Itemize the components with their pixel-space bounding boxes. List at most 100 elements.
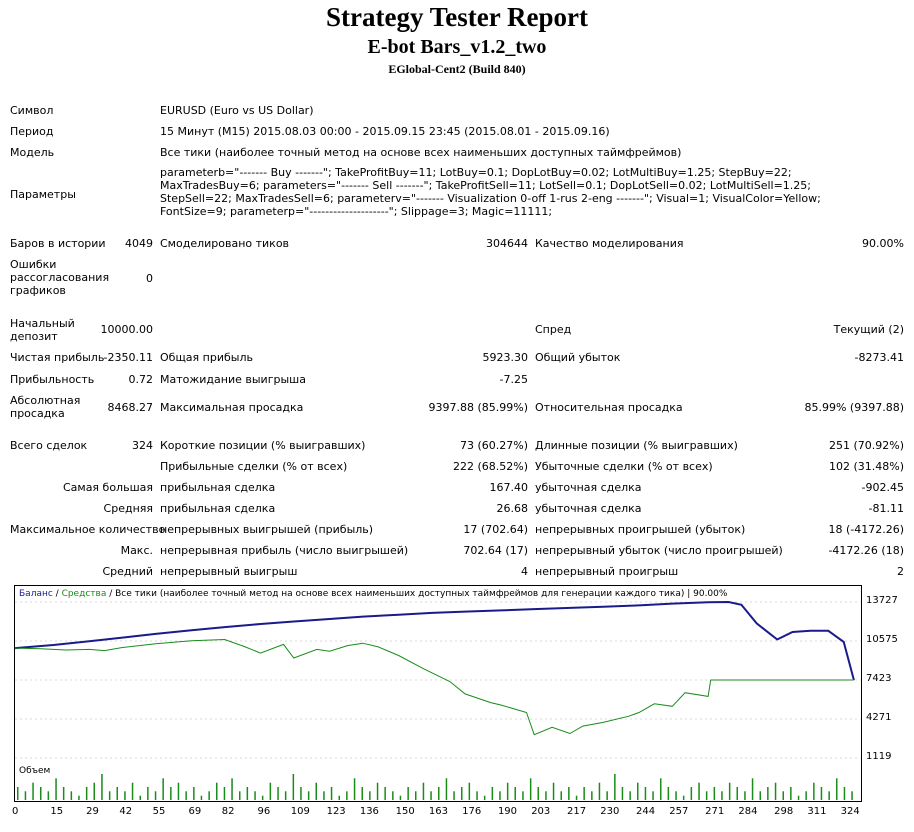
volume-bar [131,782,134,800]
volume-bar [476,791,478,800]
volume-bar [736,787,738,800]
max-consecutive-label: Максимальное количество [10,523,166,536]
ticks-label: Смоделировано тиков [160,237,290,250]
volume-bar [147,787,149,800]
volume-bar [32,782,34,800]
largest-loss-label: убыточная сделка [535,481,642,494]
volume-bar [315,782,317,800]
symbol-value: EURUSD (Euro vs US Dollar) [160,104,314,117]
profit-trades-value: 222 (68.52%) [452,460,528,473]
period-label: Период [10,125,54,138]
volume-bar [797,795,800,800]
symbol-label: Символ [10,104,54,117]
legend-separator-1: / [52,589,62,599]
maximal-loss-label: непрерывный убыток (число проигрышей) [535,544,783,557]
net-profit-label: Чистая прибыль [10,351,105,364]
y-tick-label: 10575 [866,634,898,645]
x-tick-label: 42 [119,806,133,817]
volume-bar [468,782,471,800]
maximal-loss-value: -4172.26 (18) [828,544,904,557]
volume-bar [591,791,593,800]
volume-bar [154,791,157,800]
volume-chart: Объем [14,763,862,802]
deposit-label: Начальный депозит [10,317,75,343]
largest-profit-value: 167.40 [489,481,529,494]
x-tick-label: 0 [12,806,19,817]
volume-bar [353,778,356,800]
volume-bar [101,774,103,800]
x-tick-label: 217 [566,806,587,817]
volume-bar [307,791,310,800]
volume-bar [744,791,746,800]
volume-bar [231,778,233,800]
errors-value: 0 [146,272,153,285]
y-tick-label: 4271 [866,712,892,723]
params-label: Параметры [10,188,76,201]
volume-bar [660,778,662,800]
volume-bar [759,791,761,800]
profit-trades-label: Прибыльные сделки (% от всех) [160,460,348,473]
equity-line [15,638,854,736]
spread-value: Текущий (2) [833,323,904,336]
volume-bar [40,787,42,800]
maximal-profit-value: 702.64 (17) [463,544,528,557]
volume-bar [790,787,792,800]
volume-bar [675,791,677,800]
volume-bar [216,782,218,800]
x-tick-label: 150 [395,806,415,817]
rel-drawdown-value: 85.99% (9397.88) [804,401,904,414]
report-title: Strategy Tester Report [326,2,588,32]
volume-bar [713,787,716,800]
volume-bar [614,774,616,800]
volume-bar [177,782,180,800]
volume-bar [813,782,815,800]
loss-trades-label: Убыточные сделки (% от всех) [535,460,713,473]
largest-loss-value: -902.45 [861,481,904,494]
total-trades-label: Всего сделок [10,439,88,452]
x-tick-label: 203 [531,806,551,817]
volume-bar [185,791,187,800]
y-tick-label: 7423 [866,673,892,684]
avg-loss-label: убыточная сделка [535,502,642,515]
model-value: Все тики (наиболее точный метод на основ… [160,146,682,159]
x-tick-label: 298 [774,806,794,817]
volume-bar [330,787,333,800]
volume-bar [537,787,539,800]
deposit-value: 10000.00 [100,323,154,336]
total-trades-value: 324 [132,439,153,452]
x-tick-label: 55 [152,806,166,817]
volume-bar [223,787,226,800]
volume-bar [506,782,509,800]
volume-bar [415,791,417,800]
max-consecutive-wins-value: 17 (702.64) [463,523,528,536]
volume-bar [545,791,547,800]
x-tick-label: 69 [188,806,202,817]
x-tick-label: 190 [497,806,518,817]
x-tick-label: 109 [290,806,310,817]
volume-bar [522,791,524,800]
volume-plot [17,774,853,800]
quality-value: 90.00% [862,237,904,250]
max-drawdown-label: Максимальная просадка [160,401,304,414]
x-tick-label: 163 [428,806,448,817]
avg-consecutive-losses-value: 2 [897,565,904,578]
volume-bar [430,791,432,800]
x-tick-label: 136 [359,806,379,817]
volume-bar [529,778,532,800]
volume-bar [445,778,448,800]
legend-model: Все тики (наиболее точный метод на основ… [115,589,728,599]
largest-label: Самая большая [62,481,153,494]
maximal-profit-label: непрерывная прибыль (число выигрышей) [160,544,409,557]
short-positions-label: Короткие позиции (% выигравших) [160,439,366,452]
x-tick-label: 15 [50,806,64,817]
x-tick-label: 244 [636,806,656,817]
volume-bar [323,791,325,800]
avg-profit-value: 26.68 [496,502,529,515]
volume-bar [116,787,118,800]
volume-bar [438,787,440,800]
volume-bar [851,791,853,800]
volume-bar [644,787,647,800]
balance-chart: Баланс / Средства / Все тики (наиболее т… [14,585,862,767]
avg-consecutive-wins-label: непрерывный выигрыш [160,565,298,578]
volume-bar [338,795,340,800]
